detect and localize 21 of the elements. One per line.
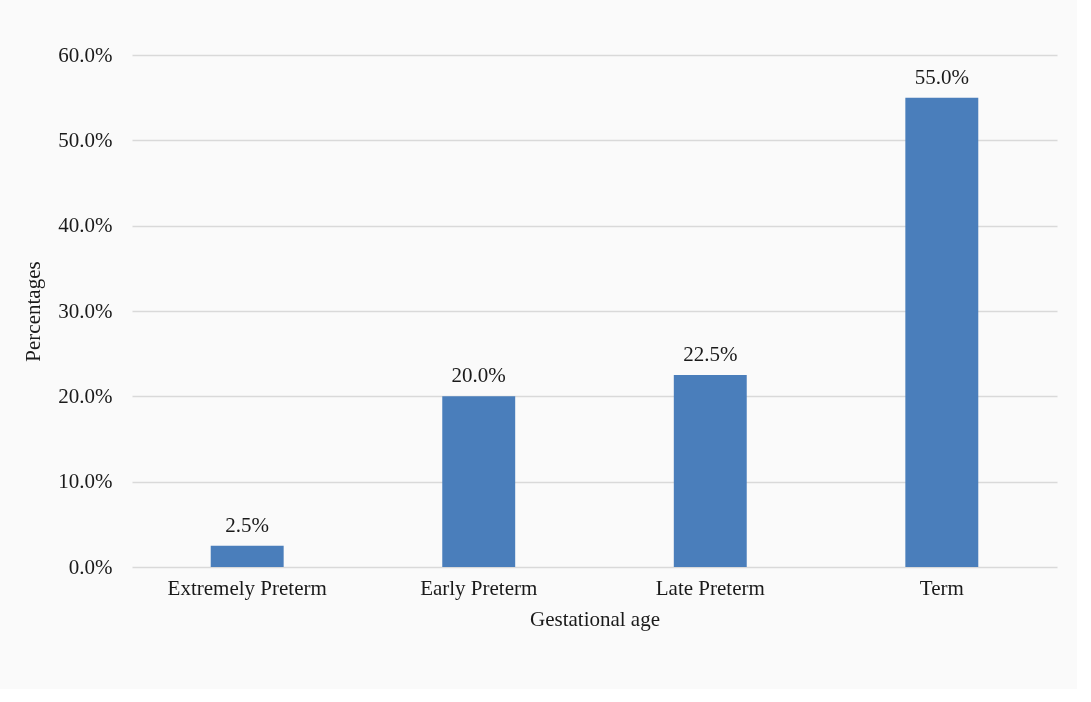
- x-tick-label: Term: [919, 575, 964, 600]
- y-tick-label: 0.0%: [68, 554, 113, 579]
- y-axis-title: Percentages: [21, 261, 46, 362]
- y-tick-label: 10.0%: [58, 469, 113, 494]
- bar: [673, 375, 747, 567]
- data-label: 55.0%: [914, 64, 969, 89]
- data-label: 22.5%: [683, 342, 738, 366]
- data-label: 20.0%: [451, 363, 506, 388]
- y-tick-label: 60.0%: [58, 42, 113, 67]
- bar: [442, 396, 516, 567]
- y-tick-label: 40.0%: [58, 213, 113, 238]
- y-tick-label: 20.0%: [58, 383, 113, 408]
- bar: [210, 545, 284, 567]
- data-label: 2.5%: [225, 512, 270, 537]
- x-tick-label: Extremely Preterm: [167, 575, 327, 600]
- x-axis-title: Gestational age: [529, 606, 661, 631]
- bar: [905, 97, 979, 567]
- x-tick-label: Late Preterm: [655, 575, 765, 600]
- y-tick-label: 50.0%: [58, 127, 113, 152]
- y-tick-label: 30.0%: [58, 298, 113, 323]
- x-tick-label: Early Preterm: [420, 575, 538, 600]
